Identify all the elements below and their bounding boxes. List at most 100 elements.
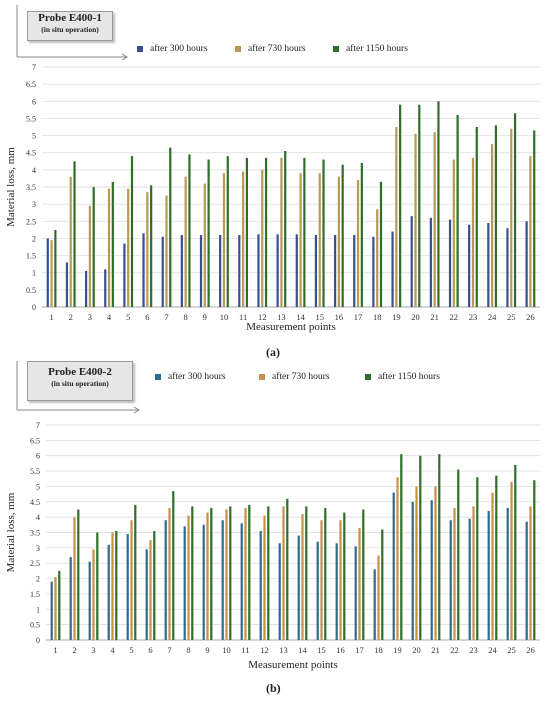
bar-b-s0-17 [354,546,357,640]
bar-b-s0-7 [164,520,167,640]
x-tick-label-b-20: 20 [412,645,421,655]
legend-item-b-0: after 300 hours [155,372,226,382]
x-tick-label-a-12: 12 [258,312,267,322]
bar-a-s1-19 [395,127,398,307]
bar-a-s0-25 [506,228,509,307]
bar-b-s2-10 [229,506,232,640]
x-tick-label-a-18: 18 [373,312,382,322]
bar-a-s2-25 [513,113,517,308]
bar-b-s1-1 [54,577,57,640]
bar-b-s1-10 [225,509,228,640]
x-tick-label-a-3: 3 [88,312,92,322]
bar-b-s2-4 [115,530,118,640]
bar-b-s1-19 [396,477,399,640]
bar-b-s0-1 [50,581,53,640]
bar-a-s1-1 [50,240,53,307]
y-tick-label-a-13: 6.5 [26,80,36,89]
probe-subtitle-a: (in situ operation) [41,25,99,34]
bar-a-s0-4 [104,269,107,307]
x-tick-label-b-17: 17 [355,645,364,655]
bar-a-s2-17 [360,163,363,307]
bar-a-s2-10 [226,156,229,307]
bar-a-s2-9 [207,159,210,307]
bar-b-s0-22 [449,520,452,640]
bar-a-s2-2 [73,161,76,307]
bar-b-s1-4 [111,532,114,640]
bar-b-s1-5 [130,520,133,640]
bar-b-s2-5 [134,504,137,640]
bar-a-s2-5 [130,156,134,307]
bar-a-s2-15 [322,159,325,307]
x-tick-label-a-17: 17 [354,312,363,322]
bar-b-s1-11 [244,507,247,640]
x-tick-label-a-10: 10 [220,312,229,322]
bar-a-s0-13 [276,234,279,307]
bar-b-s1-7 [168,507,171,640]
bar-b-s2-22 [457,469,460,640]
bar-a-s2-20 [418,104,421,307]
x-tick-label-a-19: 19 [392,312,401,322]
bar-a-s1-20 [414,133,417,307]
x-tick-label-b-1: 1 [53,645,57,655]
x-tick-label-a-5: 5 [126,312,130,322]
bar-a-s1-11 [242,171,245,307]
bar-a-s1-5 [127,188,130,307]
bar-a-s2-26 [533,130,536,307]
y-tick-label-b-8: 4 [36,513,40,522]
bar-b-s0-20 [411,501,414,640]
bar-a-s0-14 [295,234,298,307]
bar-b-s0-12 [259,530,262,640]
bar-a-s2-3 [92,187,95,307]
x-tick-label-b-16: 16 [336,645,345,655]
probe-subtitle-b: (in situ operation) [51,379,109,388]
bar-a-s2-6 [150,185,153,307]
bar-a-s0-20 [410,216,413,307]
x-tick-label-a-2: 2 [69,312,73,322]
bar-a-s0-15 [314,235,318,307]
bar-b-s2-20 [419,455,422,640]
bar-a-s2-21 [437,101,440,308]
legend-label-a-2: after 1150 hours [346,44,408,54]
bar-a-s0-18 [372,236,375,307]
x-tick-label-a-9: 9 [203,312,207,322]
bar-a-s2-16 [341,164,344,307]
bar-a-s1-8 [184,176,187,307]
x-tick-label-b-7: 7 [167,645,171,655]
y-tick-label-b-0: 0 [36,636,40,645]
panel-label-a: (a) [266,345,280,359]
bar-a-s2-1 [54,229,57,307]
bar-b-s0-3 [88,561,91,640]
x-tick-label-b-19: 19 [393,645,402,655]
bar-b-s2-23 [476,477,479,640]
x-tick-label-a-22: 22 [450,312,459,322]
x-tick-label-a-7: 7 [164,312,168,322]
x-tick-label-b-22: 22 [450,645,459,655]
bar-b-s0-25 [506,507,509,640]
legend-swatch-b-1 [259,374,265,380]
bar-b-s1-21 [434,486,437,640]
y-tick-label-b-1: 0.5 [30,621,40,630]
x-tick-label-a-14: 14 [296,312,305,322]
x-tick-label-b-3: 3 [91,645,95,655]
bar-b-s0-24 [487,511,490,640]
bar-a-s0-1 [46,238,49,307]
y-tick-label-b-5: 2.5 [30,559,40,568]
y-tick-label-a-14: 7 [32,63,36,72]
x-tick-label-b-11: 11 [241,645,249,655]
bar-b-s2-26 [533,480,536,640]
y-tick-label-a-3: 1.5 [26,252,36,261]
x-tick-label-b-15: 15 [317,645,326,655]
bar-a-s2-8 [188,154,191,307]
y-tick-label-a-11: 5.5 [26,114,36,123]
bar-b-s0-14 [297,535,300,640]
bar-b-s1-6 [149,540,152,640]
bar-b-s2-12 [267,506,270,640]
bar-b-s0-11 [240,523,243,640]
bar-b-s2-25 [514,464,517,640]
bar-a-s2-24 [494,125,498,308]
bar-b-s1-3 [92,549,95,640]
bar-b-s1-2 [73,517,76,640]
bar-a-s2-19 [399,104,402,307]
x-tick-label-a-15: 15 [315,312,324,322]
bar-b-s2-21 [438,454,441,640]
